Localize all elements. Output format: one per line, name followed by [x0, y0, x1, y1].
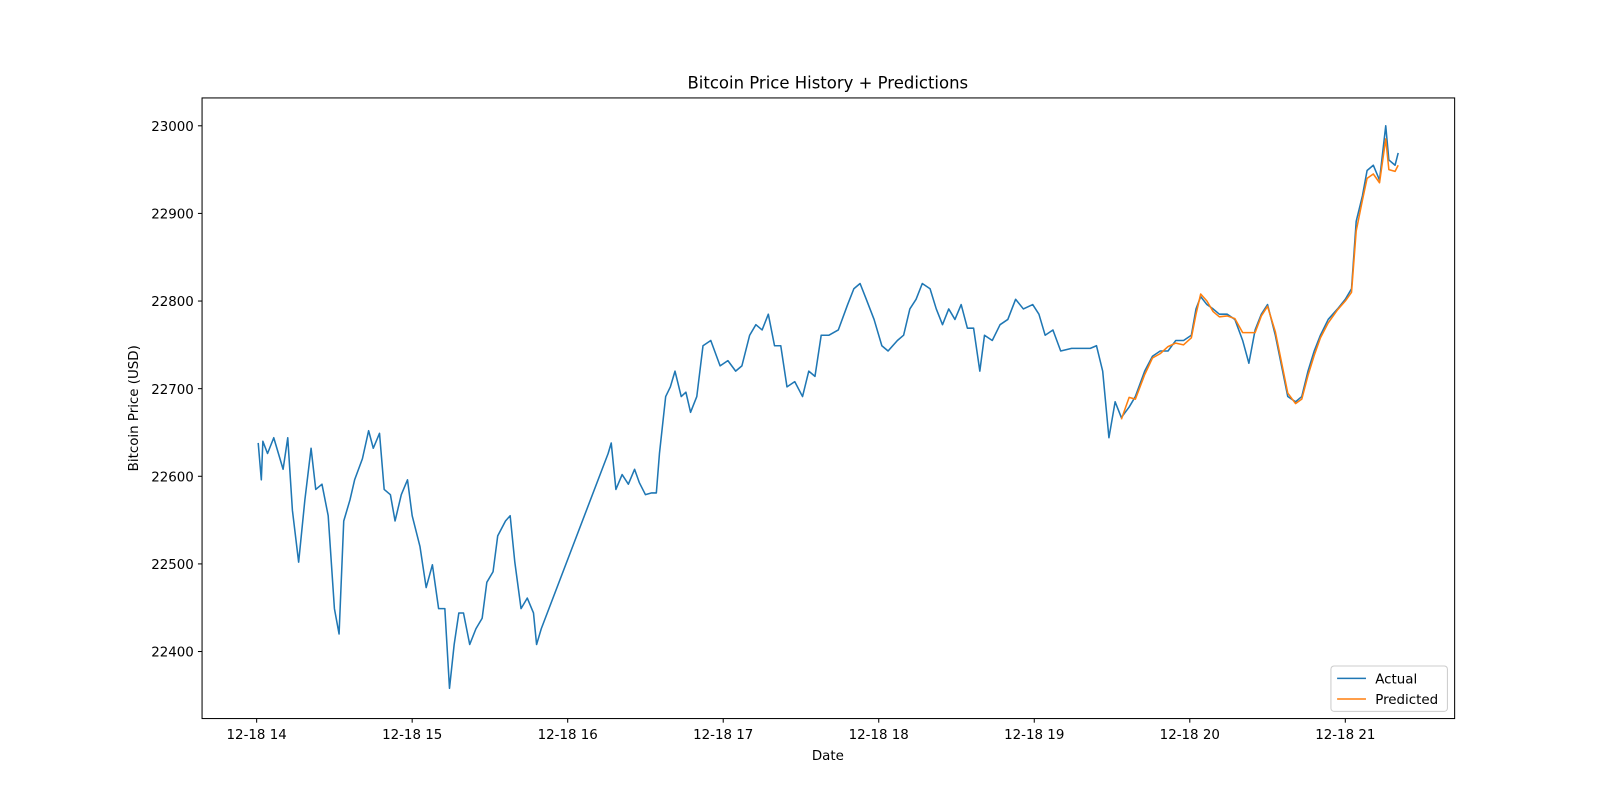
x-tick-label: 12-18 19 [1004, 728, 1064, 743]
x-tick-label: 12-18 16 [538, 728, 598, 743]
y-tick-label: 23000 [151, 120, 194, 135]
plot-frame [201, 97, 1456, 720]
y-tick-label: 22500 [151, 558, 194, 573]
legend-label: Predicted [1375, 693, 1438, 708]
x-tick-label: 12-18 17 [693, 728, 753, 743]
line-series [257, 125, 1399, 690]
x-tick-label: 12-18 18 [849, 728, 909, 743]
chart-title: Bitcoin Price History + Predictions [688, 74, 969, 93]
line-series [1120, 138, 1399, 420]
x-tick-label: 12-18 15 [382, 728, 442, 743]
x-tick-label: 12-18 21 [1315, 728, 1375, 743]
y-tick-label: 22400 [151, 646, 194, 661]
y-tick-label: 22900 [151, 208, 194, 223]
x-tick-label: 12-18 14 [227, 728, 287, 743]
x-tick-label: 12-18 20 [1160, 728, 1220, 743]
y-tick-label: 22800 [151, 295, 194, 310]
y-axis-label: Bitcoin Price (USD) [127, 345, 142, 471]
y-tick-label: 22600 [151, 470, 194, 485]
legend-label: Actual [1375, 673, 1417, 688]
legend-box [1330, 665, 1448, 712]
y-tick-label: 22700 [151, 383, 194, 398]
x-axis-label: Date [812, 749, 844, 764]
